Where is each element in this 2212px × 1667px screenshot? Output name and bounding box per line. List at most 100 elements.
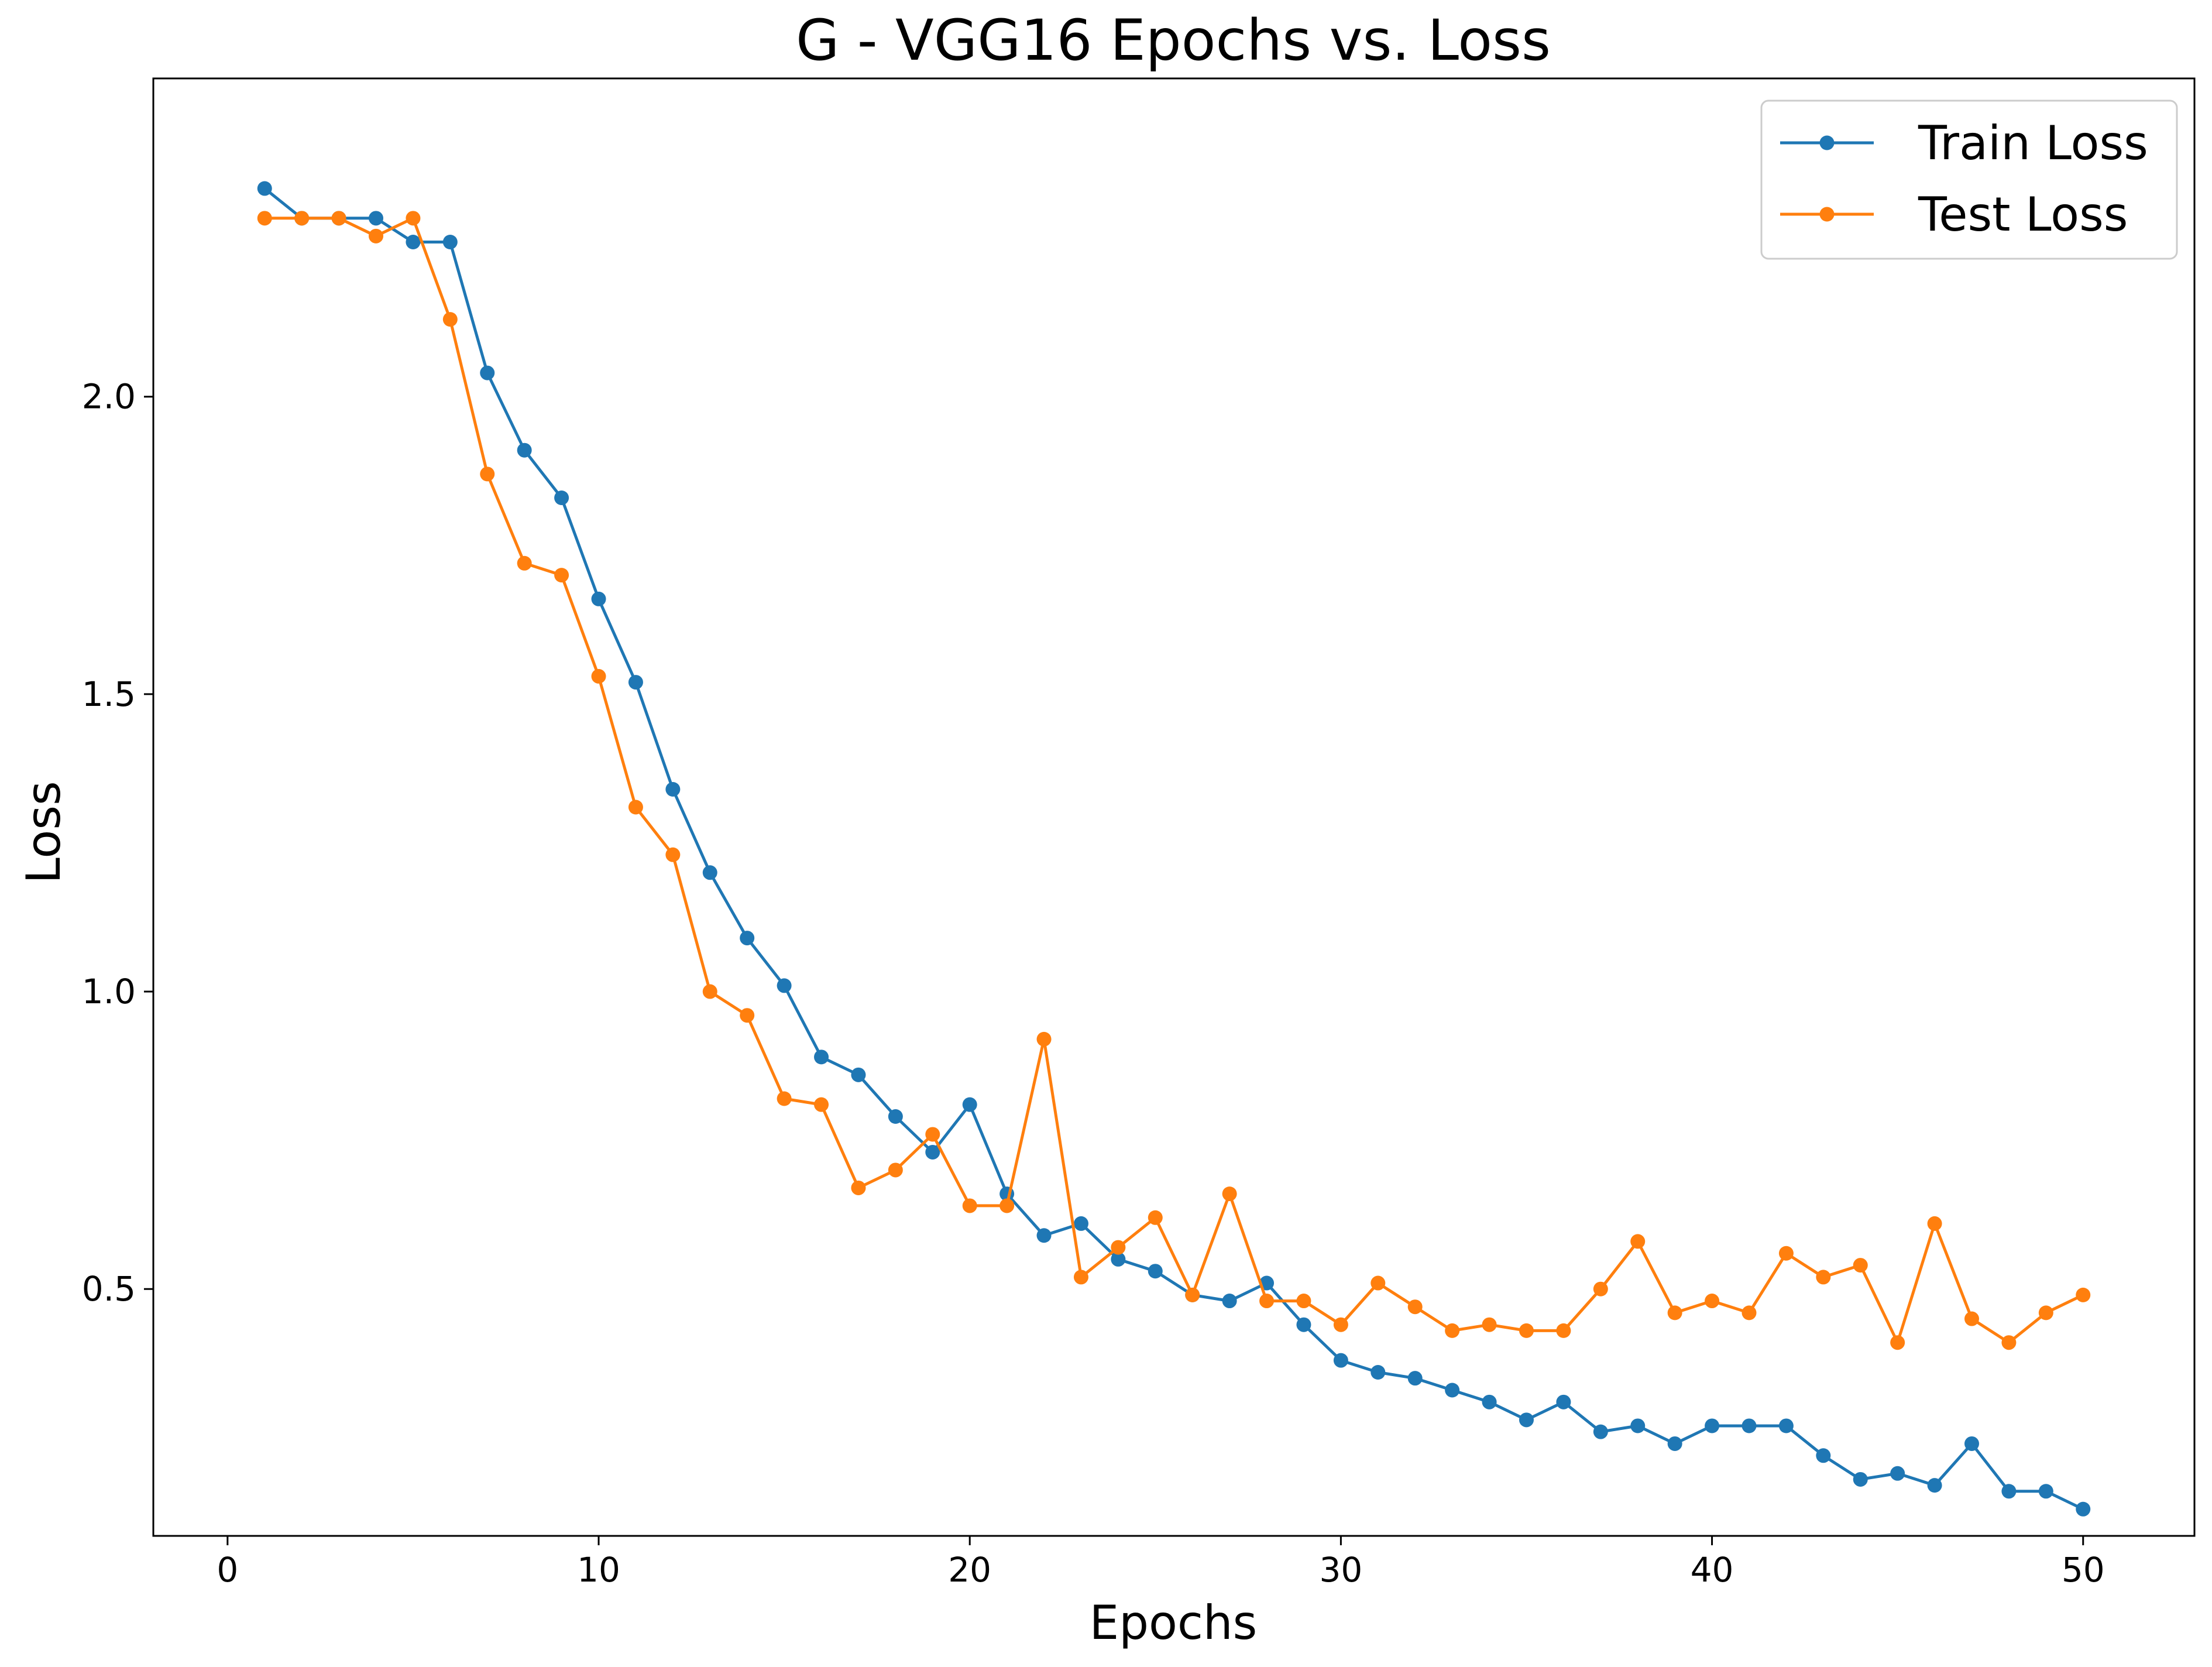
x-axis-label: Epochs (1090, 1596, 1258, 1650)
legend-box (1760, 100, 2178, 260)
train-loss-point (1853, 1472, 1868, 1487)
y-tick-label: 1.0 (82, 972, 136, 1011)
test-loss-point (2076, 1287, 2091, 1302)
train-loss-point (1222, 1294, 1237, 1309)
train-loss-series (257, 181, 2091, 1517)
x-tick-label: 0 (217, 1550, 238, 1590)
test-loss-point (1445, 1323, 1460, 1338)
test-loss-point (406, 211, 421, 226)
train-loss-point (1148, 1264, 1163, 1279)
test-loss-point (1222, 1186, 1237, 1202)
test-loss-series (257, 211, 2091, 1350)
test-loss-point (740, 1008, 755, 1023)
test-loss-point (1371, 1275, 1386, 1291)
test-loss-point (814, 1097, 829, 1112)
test-loss-point (591, 668, 606, 684)
test-loss-point (1593, 1281, 1608, 1296)
train-loss-point (2076, 1501, 2091, 1517)
train-loss-point (1667, 1436, 1682, 1451)
test-loss-point (1964, 1311, 1979, 1326)
train-loss-point (1333, 1353, 1348, 1368)
test-loss-point (369, 228, 384, 243)
x-tick-label: 10 (577, 1550, 620, 1590)
train-loss-point (702, 865, 717, 880)
test-loss-point (1296, 1294, 1311, 1309)
train-loss-point (554, 491, 569, 506)
test-loss-line (265, 217, 2084, 1344)
train-loss-point (962, 1097, 977, 1112)
train-loss-point (1407, 1371, 1423, 1386)
chart-title: G - VGG16 Epochs vs. Loss (796, 8, 1551, 73)
test-loss-point (1816, 1270, 1831, 1285)
test-loss-point (331, 211, 346, 226)
train-loss-point (257, 181, 272, 196)
test-loss-point (888, 1162, 903, 1178)
test-loss-point (1482, 1317, 1497, 1332)
test-loss-point (1630, 1234, 1646, 1249)
test-loss-point (1890, 1335, 1905, 1350)
y-tick-label: 1.5 (82, 674, 136, 714)
train-loss-point (369, 211, 384, 226)
test-loss-point (777, 1091, 792, 1106)
train-loss-legend-marker (1819, 135, 1835, 150)
test-loss-point (1705, 1294, 1720, 1309)
test-loss-point (1259, 1294, 1275, 1309)
train-loss-point (1482, 1394, 1497, 1409)
test-loss-point (1111, 1240, 1126, 1255)
train-loss-point (517, 443, 532, 458)
train-loss-point (740, 931, 755, 946)
test-loss-point (925, 1127, 940, 1142)
test-loss-point (1185, 1287, 1200, 1302)
train-loss-point (442, 234, 458, 249)
test-loss-point (1742, 1305, 1757, 1320)
test-loss-point (1927, 1216, 1942, 1231)
test-loss-point (1036, 1031, 1052, 1047)
test-loss-point (1556, 1323, 1571, 1338)
train-loss-point (406, 234, 421, 249)
train-loss-point (1705, 1418, 1720, 1433)
x-tick-label: 30 (1319, 1550, 1362, 1590)
train-loss-point (2038, 1484, 2053, 1499)
train-loss-point (1890, 1466, 1905, 1481)
train-loss-point (1964, 1436, 1979, 1451)
test-loss-point (480, 467, 495, 482)
train-loss-point (480, 365, 495, 380)
train-loss-point (1296, 1317, 1311, 1332)
train-loss-point (1556, 1394, 1571, 1409)
test-loss-point (665, 847, 681, 862)
y-tick-label: 2.0 (82, 377, 136, 417)
train-loss-point (1593, 1424, 1608, 1439)
test-loss-point (1667, 1305, 1682, 1320)
x-tick-label: 40 (1691, 1550, 1734, 1590)
test-loss-legend-label: Test Loss (1918, 187, 2128, 242)
test-loss-point (962, 1198, 977, 1213)
train-loss-point (851, 1067, 866, 1082)
legend: Train Loss Test Loss (1760, 100, 2178, 260)
test-loss-point (999, 1198, 1015, 1213)
train-loss-point (1371, 1365, 1386, 1380)
train-loss-point (1927, 1478, 1942, 1493)
x-tick-label: 50 (2062, 1550, 2105, 1590)
x-tick-label: 20 (948, 1550, 991, 1590)
test-loss-point (294, 211, 310, 226)
train-loss-point (1519, 1412, 1534, 1428)
train-loss-point (1073, 1216, 1088, 1231)
test-loss-point (702, 984, 717, 999)
train-loss-point (814, 1049, 829, 1065)
train-loss-point (1630, 1418, 1646, 1433)
train-loss-point (628, 675, 643, 690)
test-loss-point (442, 312, 458, 327)
test-loss-point (517, 555, 532, 571)
test-loss-point (1333, 1317, 1348, 1332)
test-loss-point (257, 211, 272, 226)
test-loss-point (851, 1180, 866, 1195)
train-loss-point (1036, 1228, 1052, 1243)
train-loss-point (1778, 1418, 1794, 1433)
train-loss-point (777, 978, 792, 993)
train-loss-point (925, 1144, 940, 1160)
train-loss-point (2001, 1484, 2017, 1499)
y-axis-label: Loss (16, 781, 71, 883)
train-loss-point (591, 591, 606, 606)
train-loss-point (665, 782, 681, 797)
